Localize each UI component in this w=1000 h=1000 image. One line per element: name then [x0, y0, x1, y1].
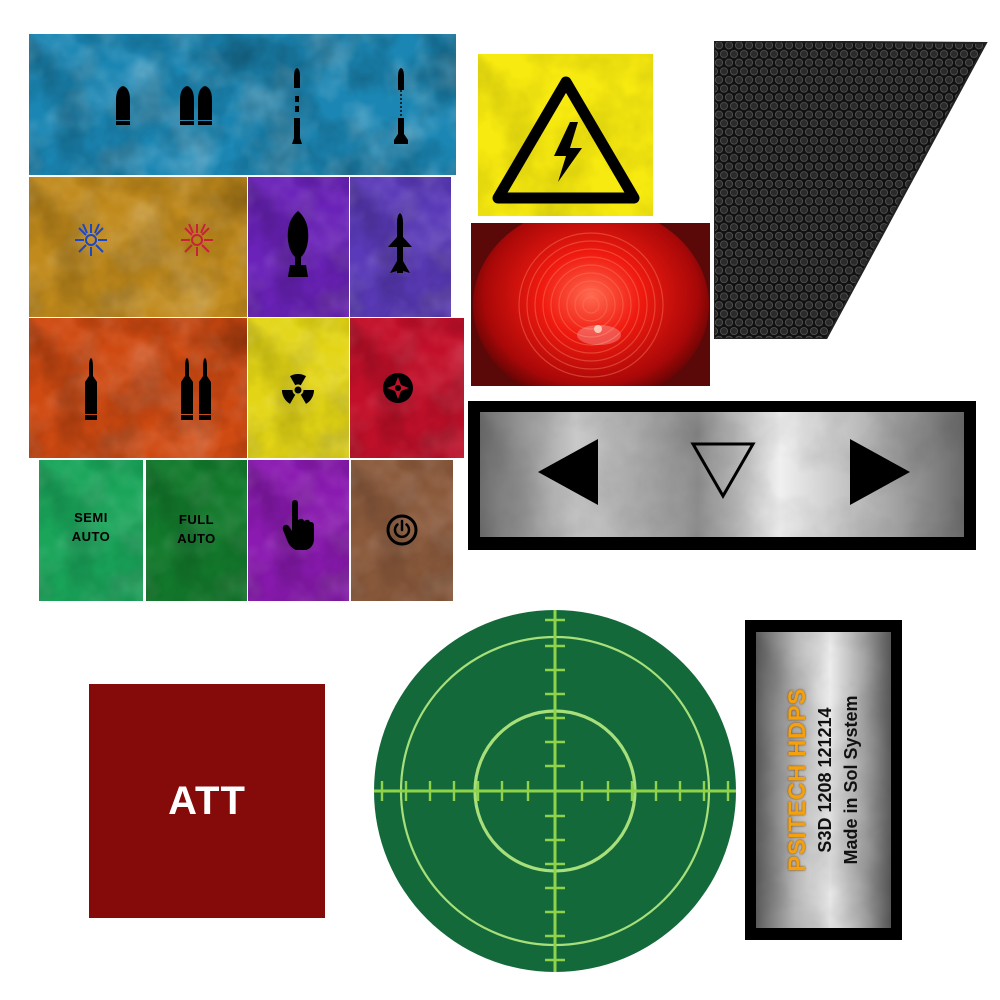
red-indicator-lamp: [471, 223, 710, 386]
cruise-missile-icon[interactable]: [386, 213, 414, 277]
plate-origin: Made in Sol System: [840, 695, 861, 865]
target-panel: [350, 318, 464, 458]
radiation-icon[interactable]: [280, 372, 316, 408]
pointing-hand-icon[interactable]: [282, 500, 316, 552]
bomb-panel: [248, 177, 349, 317]
nuclear-panel: [248, 318, 349, 458]
full-auto-button[interactable]: FULL AUTO: [146, 460, 247, 601]
red-burst-icon[interactable]: [179, 222, 215, 258]
touch-panel: [248, 460, 349, 601]
att-label: ATT: [168, 778, 246, 823]
hex-mesh-grille: [714, 41, 988, 339]
missile-panel: [350, 177, 451, 317]
semi-auto-label-line2: AUTO: [71, 529, 111, 544]
ammo-selector-panel: [29, 34, 456, 175]
att-button[interactable]: ATT: [89, 684, 325, 918]
high-voltage-warning-sign: [478, 54, 653, 216]
right-arrow-icon[interactable]: [848, 439, 910, 505]
burst-mode-panel: [29, 177, 247, 317]
manufacturer-plate: PSITECH HDPS S3D 1208 121214 Made in Sol…: [745, 620, 902, 940]
plate-brand: PSITECH HDPS: [783, 688, 811, 872]
semi-auto-label-line1: SEMI: [74, 510, 108, 525]
tethered-missile-icon[interactable]: [393, 68, 409, 144]
semi-auto-button[interactable]: SEMI AUTO: [39, 460, 143, 601]
single-bullet-icon[interactable]: [113, 86, 133, 126]
left-arrow-icon[interactable]: [538, 439, 600, 505]
power-panel: [351, 460, 453, 601]
full-auto-label-line2: AUTO: [177, 531, 216, 546]
aerial-bomb-icon[interactable]: [284, 211, 312, 277]
down-triangle-icon[interactable]: [690, 441, 756, 499]
power-icon[interactable]: [385, 513, 419, 547]
rifle-ammo-panel: [29, 318, 247, 458]
rifle-round-icon[interactable]: [83, 358, 99, 420]
high-voltage-icon: [492, 76, 640, 204]
double-bullet-icon[interactable]: [179, 86, 215, 126]
double-rifle-round-icon[interactable]: [179, 358, 213, 420]
plate-text-block: PSITECH HDPS S3D 1208 121214 Made in Sol…: [784, 688, 864, 871]
direction-control-panel: [468, 401, 976, 550]
radar-scope: [372, 610, 738, 972]
target-icon[interactable]: [382, 372, 414, 404]
plate-serial: S3D 1208 121214: [814, 707, 835, 853]
full-auto-label-line1: FULL: [178, 512, 215, 527]
segmented-rocket-icon[interactable]: [291, 68, 303, 144]
blue-burst-icon[interactable]: [73, 222, 109, 258]
